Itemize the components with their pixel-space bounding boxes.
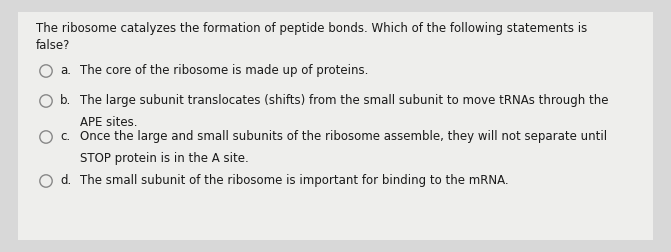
Text: STOP protein is in the A site.: STOP protein is in the A site.: [80, 152, 249, 165]
Text: d.: d.: [60, 174, 71, 187]
Text: a.: a.: [60, 64, 71, 77]
Text: b.: b.: [60, 94, 71, 107]
Text: c.: c.: [60, 130, 70, 143]
Text: The small subunit of the ribosome is important for binding to the mRNA.: The small subunit of the ribosome is imp…: [80, 174, 509, 187]
Text: The core of the ribosome is made up of proteins.: The core of the ribosome is made up of p…: [80, 64, 368, 77]
Text: false?: false?: [36, 39, 70, 52]
Text: Once the large and small subunits of the ribosome assemble, they will not separa: Once the large and small subunits of the…: [80, 130, 607, 143]
FancyBboxPatch shape: [18, 12, 653, 240]
Text: The large subunit translocates (shifts) from the small subunit to move tRNAs thr: The large subunit translocates (shifts) …: [80, 94, 609, 107]
Text: APE sites.: APE sites.: [80, 116, 138, 129]
Text: The ribosome catalyzes the formation of peptide bonds. Which of the following st: The ribosome catalyzes the formation of …: [36, 22, 587, 35]
